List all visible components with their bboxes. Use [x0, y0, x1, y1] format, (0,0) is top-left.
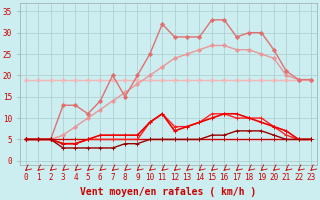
X-axis label: Vent moyen/en rafales ( km/h ): Vent moyen/en rafales ( km/h ) [80, 187, 257, 197]
